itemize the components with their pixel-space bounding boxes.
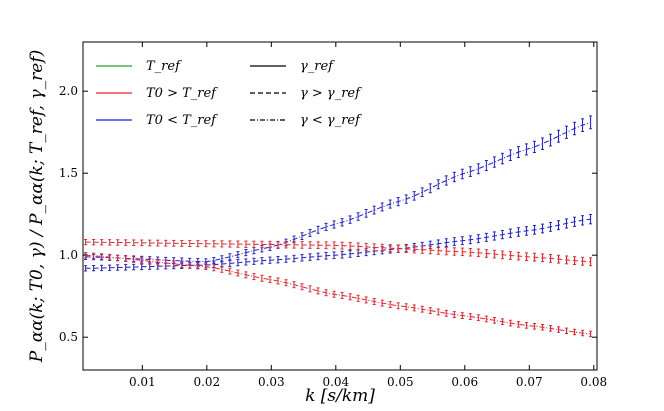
legend-label-t0-lt: T0 < T_ref (146, 113, 218, 128)
y-tick-label: 0.5 (59, 330, 78, 344)
legend-label-t0-gt: T0 > T_ref (146, 86, 218, 101)
x-tick-label: 0.02 (193, 375, 220, 389)
legend: T_ref T0 > T_ref T0 < T_ref γ_ref γ > γ_… (96, 59, 362, 128)
axis-ticks: 0.01 0.02 0.03 0.04 0.05 0.06 0.07 0.08 0.5 1.0 1.… (59, 42, 607, 389)
series-3 (84, 252, 593, 338)
series-line (85, 218, 591, 269)
y-tick-label: 2.0 (59, 84, 78, 98)
x-tick-label: 0.06 (451, 375, 478, 389)
plot-frame (82, 41, 598, 371)
x-tick-label: 0.03 (258, 375, 285, 389)
y-tick-label: 1.5 (59, 166, 78, 180)
x-tick-label: 0.07 (516, 375, 543, 389)
x-tick-label: 0.08 (580, 375, 607, 389)
y-tick-label: 1.0 (59, 248, 78, 262)
y-axis-label: P_αα(k; T0, γ) / P_αα(k; T_ref, γ_ref) (27, 50, 47, 364)
x-tick-label: 0.05 (387, 375, 414, 389)
series-line (85, 241, 591, 263)
x-axis-label: k [s/km] (305, 386, 375, 406)
legend-label-gamma-ref: γ_ref (300, 59, 335, 74)
series-line (85, 121, 591, 263)
legend-label-tref: T_ref (146, 59, 182, 74)
series-layer (84, 115, 593, 338)
legend-label-gamma-lt: γ < γ_ref (300, 113, 362, 128)
x-tick-label: 0.04 (322, 375, 349, 389)
series-0 (84, 115, 593, 266)
x-tick-label: 0.01 (129, 375, 156, 389)
series-2 (84, 238, 593, 267)
legend-label-gamma-gt: γ > γ_ref (300, 86, 362, 101)
series-line (85, 254, 591, 335)
